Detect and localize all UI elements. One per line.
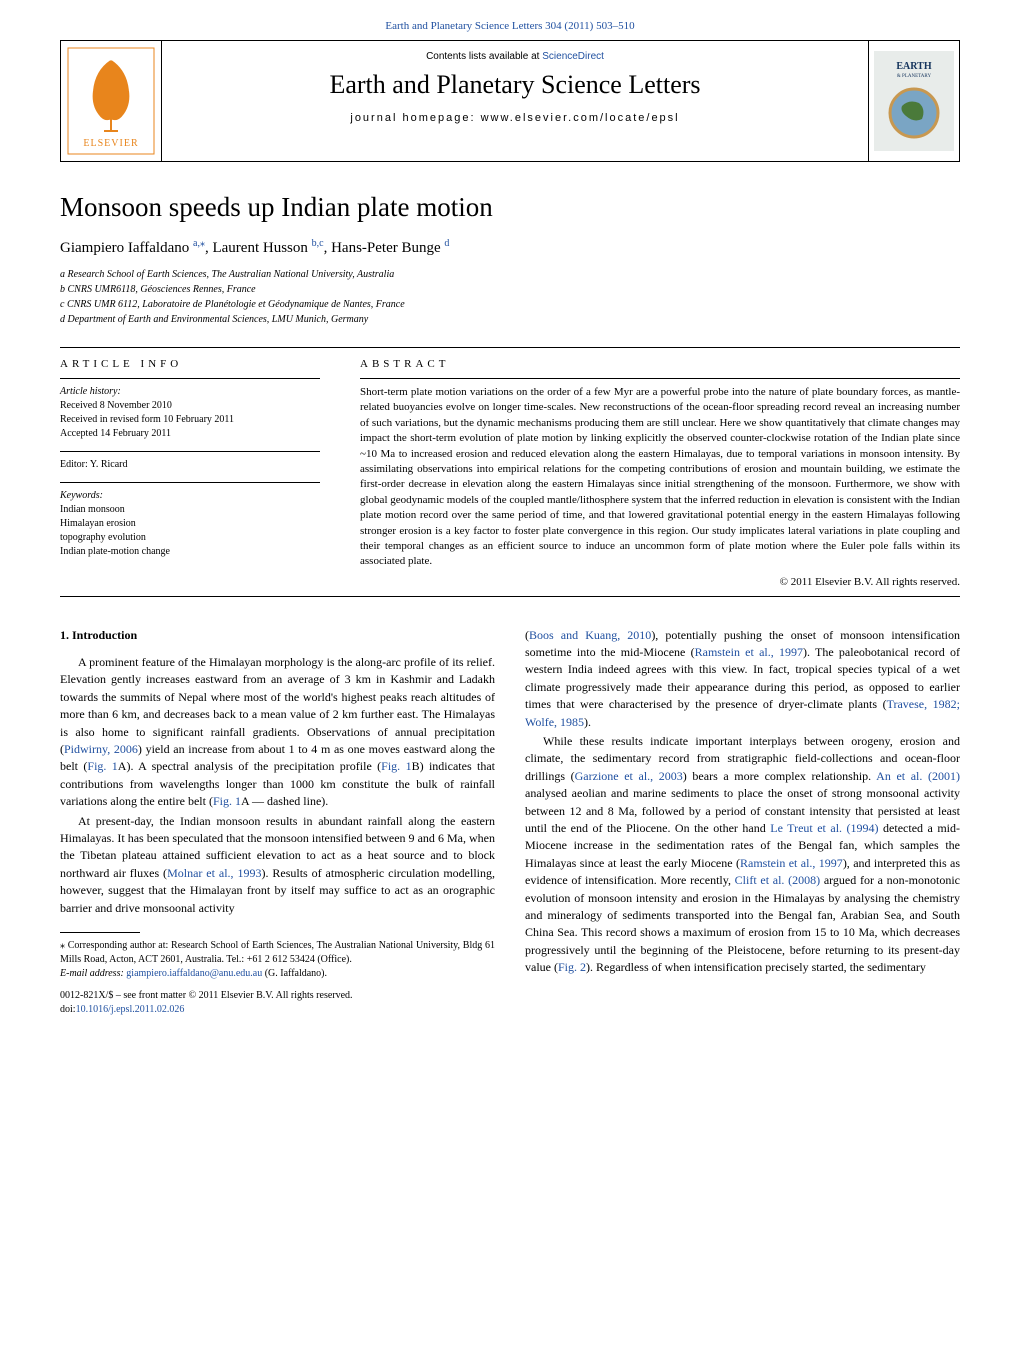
email-footnote: E-mail address: giampiero.iaffaldano@anu… (60, 967, 495, 981)
text-span: ). (584, 715, 591, 729)
contents-line: Contents lists available at ScienceDirec… (172, 51, 858, 62)
intro-para-1: A prominent feature of the Himalayan mor… (60, 654, 495, 811)
author-3: , Hans-Peter Bunge (324, 240, 445, 256)
ref-garzione-2003[interactable]: Garzione et al., 2003 (575, 769, 683, 783)
keyword-2: Himalayan erosion (60, 517, 320, 531)
ref-pidwirny-2006[interactable]: Pidwirny, 2006 (64, 742, 138, 756)
ref-ramstein-1997-b[interactable]: Ramstein et al., 1997 (740, 856, 843, 870)
contents-prefix: Contents lists available at (426, 51, 542, 62)
affiliations-block: a Research School of Earth Sciences, The… (60, 267, 960, 327)
ref-letreut-1994[interactable]: Le Treut et al. (1994) (770, 821, 878, 835)
body-left-column: 1. Introduction A prominent feature of t… (60, 627, 495, 1018)
affiliation-b: b CNRS UMR6118, Géosciences Rennes, Fran… (60, 282, 960, 297)
history-label: Article history: (60, 385, 320, 399)
affiliation-d: d Department of Earth and Environmental … (60, 312, 960, 327)
body-columns: 1. Introduction A prominent feature of t… (60, 627, 960, 1018)
elsevier-logo: ELSEVIER (61, 41, 161, 161)
intro-para-3: While these results indicate important i… (525, 733, 960, 976)
article-info-heading: ARTICLE INFO (60, 358, 320, 370)
author-2-affil-sup[interactable]: b,c (312, 238, 324, 249)
keywords-label: Keywords: (60, 489, 320, 503)
keyword-1: Indian monsoon (60, 503, 320, 517)
editor-block: Editor: Y. Ricard (60, 451, 320, 472)
revised-date: Received in revised form 10 February 201… (60, 413, 320, 427)
intro-para-2-cont: (Boos and Kuang, 2010), potentially push… (525, 627, 960, 731)
keywords-block: Keywords: Indian monsoon Himalayan erosi… (60, 482, 320, 559)
doi-link[interactable]: 10.1016/j.epsl.2011.02.026 (76, 1004, 185, 1015)
email-link[interactable]: giampiero.iaffaldano@anu.edu.au (126, 968, 262, 979)
received-date: Received 8 November 2010 (60, 399, 320, 413)
text-span: ) bears a more complex relationship. (683, 769, 876, 783)
text-span: A prominent feature of the Himalayan mor… (60, 655, 495, 756)
section-1-heading: 1. Introduction (60, 627, 495, 644)
keyword-3: topography evolution (60, 531, 320, 545)
ref-fig-2[interactable]: Fig. 2 (558, 960, 586, 974)
svg-text:& PLANETARY: & PLANETARY (897, 74, 932, 79)
ref-clift-2008[interactable]: Clift et al. (2008) (735, 873, 820, 887)
abstract-heading: ABSTRACT (360, 358, 960, 370)
article-info-column: ARTICLE INFO Article history: Received 8… (60, 358, 320, 588)
affiliation-c: c CNRS UMR 6112, Laboratoire de Planétol… (60, 297, 960, 312)
article-title: Monsoon speeds up Indian plate motion (60, 192, 960, 223)
text-span: argued for a non-monotonic evolution of … (525, 873, 960, 974)
author-1: Giampiero Iaffaldano (60, 240, 193, 256)
info-abstract-row: ARTICLE INFO Article history: Received 8… (60, 358, 960, 588)
ref-fig-1a[interactable]: Fig. 1 (87, 759, 117, 773)
sciencedirect-link[interactable]: ScienceDirect (542, 51, 604, 62)
author-1-affil-sup[interactable]: a, (193, 238, 200, 249)
author-3-affil-sup[interactable]: d (444, 238, 449, 249)
keyword-4: Indian plate-motion change (60, 545, 320, 559)
ref-fig-1b[interactable]: Fig. 1 (381, 759, 411, 773)
issn-line: 0012-821X/$ – see front matter © 2011 El… (60, 989, 495, 1004)
text-span: ). Regardless of when intensification pr… (586, 960, 926, 974)
authors-line: Giampiero Iaffaldano a,⁎, Laurent Husson… (60, 238, 960, 257)
intro-para-2: At present-day, the Indian monsoon resul… (60, 813, 495, 917)
doi-line: doi:10.1016/j.epsl.2011.02.026 (60, 1003, 495, 1017)
doi-prefix: doi: (60, 1004, 76, 1015)
footnote-separator (60, 932, 140, 933)
homepage-prefix: journal homepage: (350, 112, 480, 124)
elsevier-text: ELSEVIER (83, 138, 138, 149)
email-label: E-mail address: (60, 968, 126, 979)
abstract-column: ABSTRACT Short-term plate motion variati… (360, 358, 960, 588)
corr-text: Corresponding author at: Research School… (60, 940, 495, 965)
ref-ramstein-1997-a[interactable]: Ramstein et al., 1997 (695, 645, 803, 659)
editor-name: Editor: Y. Ricard (60, 458, 320, 472)
accepted-date: Accepted 14 February 2011 (60, 427, 320, 441)
homepage-url[interactable]: www.elsevier.com/locate/epsl (481, 112, 680, 124)
journal-center-block: Contents lists available at ScienceDirec… (161, 41, 869, 161)
journal-name: Earth and Planetary Science Letters (172, 70, 858, 100)
email-suffix: (G. Iaffaldano). (262, 968, 327, 979)
author-2: , Laurent Husson (205, 240, 312, 256)
text-span: A). A spectral analysis of the precipita… (118, 759, 381, 773)
text-span: A — dashed line). (241, 794, 328, 808)
divider (60, 347, 960, 348)
journal-cover-thumbnail: EARTH & PLANETARY (869, 41, 959, 161)
ref-fig-1c[interactable]: Fig. 1 (213, 794, 241, 808)
svg-text:EARTH: EARTH (896, 61, 931, 72)
affiliation-a: a Research School of Earth Sciences, The… (60, 267, 960, 282)
body-right-column: (Boos and Kuang, 2010), potentially push… (525, 627, 960, 1018)
ref-molnar-1993[interactable]: Molnar et al., 1993 (167, 866, 261, 880)
journal-homepage: journal homepage: www.elsevier.com/locat… (172, 112, 858, 124)
abstract-text: Short-term plate motion variations on th… (360, 378, 960, 570)
ref-an-2001[interactable]: An et al. (2001) (876, 769, 960, 783)
journal-header-box: ELSEVIER Contents lists available at Sci… (60, 40, 960, 162)
ref-boos-2010[interactable]: Boos and Kuang, 2010 (529, 628, 651, 642)
abstract-copyright: © 2011 Elsevier B.V. All rights reserved… (360, 576, 960, 588)
corresponding-author-footnote: ⁎ Corresponding author at: Research Scho… (60, 939, 495, 967)
divider (60, 596, 960, 597)
citation-link[interactable]: Earth and Planetary Science Letters 304 … (60, 20, 960, 32)
article-history-block: Article history: Received 8 November 201… (60, 378, 320, 441)
